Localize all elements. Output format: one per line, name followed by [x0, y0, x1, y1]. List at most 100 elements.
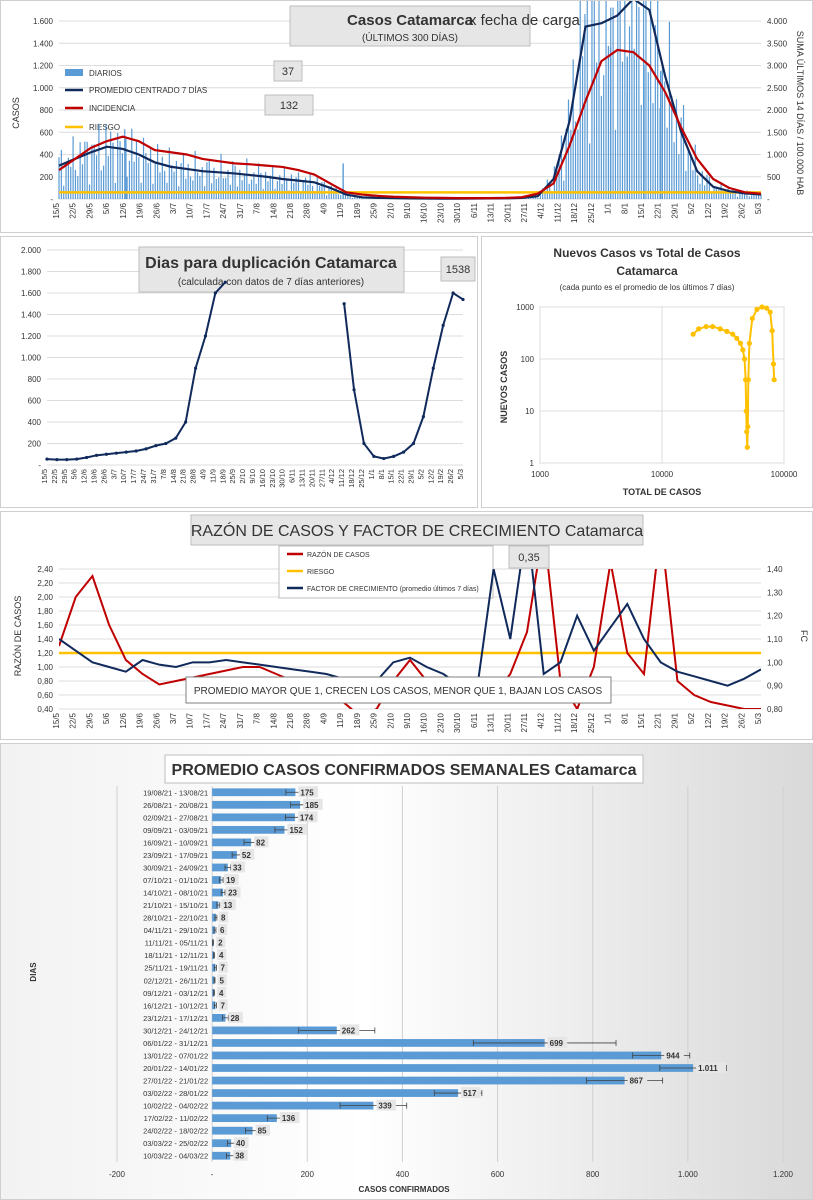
casos-diarios-bar [746, 190, 748, 199]
casos-title-box [289, 5, 531, 47]
razon-ytick: 2,40 [37, 565, 53, 574]
semanales-value: 8 [221, 914, 226, 923]
scatter-point [744, 444, 750, 450]
casos-y2tick: 500 [767, 173, 781, 182]
casos-diarios-bar [539, 193, 541, 199]
dup-xtick: 31/7 [149, 469, 158, 484]
casos-diarios-bar [279, 175, 281, 199]
casos-diarios-bar [633, 48, 635, 199]
semanales-value-bg [217, 986, 227, 998]
casos-diarios-bar [206, 162, 208, 199]
casos-diarios-bar [119, 141, 121, 199]
semanales-xtick: 800 [586, 1170, 600, 1179]
casos-diarios-bar [358, 197, 361, 199]
razon-y2tick: 1,20 [767, 612, 783, 621]
semanales-category: 11/11/21 - 05/11/21 [145, 939, 208, 948]
casos-diarios-bar [140, 182, 142, 199]
semanales-value-bg [218, 961, 228, 973]
dup-xtick: 22/5 [50, 469, 59, 484]
scatter-ytick: 100 [521, 355, 535, 364]
casos-diarios-spike [342, 163, 344, 199]
semanales-category: 30/12/21 - 24/12/21 [143, 1026, 208, 1035]
razon-xtick: 9/10 [403, 712, 412, 728]
semanales-bar [212, 913, 216, 922]
casos-xtick: 30/10 [453, 202, 462, 223]
casos-y2tick: 1.500 [767, 128, 788, 137]
casos-diarios-bar [222, 178, 224, 199]
casos-diarios-bar [95, 155, 98, 199]
semanales-value: 339 [378, 1102, 392, 1111]
casos-diarios-bar [579, 1, 581, 200]
casos-diarios-bar [722, 192, 725, 199]
semanales-category: 10/03/22 - 04/03/22 [143, 1152, 208, 1161]
casos-diarios-bar [175, 160, 177, 199]
dup-ytick: 1.800 [21, 268, 42, 277]
dup-xtick: 13/11 [298, 469, 307, 487]
semanales-value-bg [221, 899, 236, 911]
casos-annotation-2: 132 [280, 100, 298, 112]
casos-ytick: 1.600 [33, 17, 54, 26]
casos-xtick: 15/1 [637, 202, 646, 218]
casos-xtick: 29/5 [85, 202, 94, 218]
casos-diarios-bar [297, 172, 300, 199]
casos-title: Casos Catamarca [347, 12, 474, 29]
semanales-category: 20/01/22 - 14/01/22 [143, 1064, 208, 1073]
casos-diarios-bar [117, 132, 119, 199]
razon-ytick: 1,60 [37, 621, 53, 630]
casos-diarios-bar [138, 156, 140, 199]
semanales-value-bg [217, 974, 227, 986]
dup-xtick: 4/9 [198, 469, 207, 479]
razon-xtick: 15/1 [637, 712, 646, 728]
casos-diarios-bar [154, 163, 156, 199]
semanales-category: 25/11/21 - 19/11/21 [144, 964, 208, 973]
casos-diarios-bar [668, 21, 671, 200]
semanales-category: 02/09/21 - 27/08/21 [143, 813, 208, 822]
casos-diarios-bar [675, 99, 678, 199]
casos-diarios-bar [145, 152, 147, 199]
scatter-point [740, 347, 746, 353]
casos-diarios-bar [748, 196, 750, 199]
casos-diarios-bar [67, 157, 69, 199]
casos-diarios-bar [290, 174, 293, 199]
casos-diarios-bar [347, 193, 349, 199]
semanales-value-bg [664, 1049, 684, 1061]
casos-xtick: 25/9 [370, 202, 379, 218]
semanales-category: 14/10/21 - 08/10/21 [143, 889, 208, 898]
casos-diarios-bar [741, 192, 743, 199]
casos-diarios-bar [60, 149, 62, 199]
casos-diarios-bar [159, 172, 161, 199]
dup-title: Dias para duplicación Catamarca [145, 255, 397, 272]
legend-fc: FACTOR DE CRECIMIENTO (promedio últimos … [307, 586, 479, 593]
semanales-bar [212, 1089, 459, 1097]
dup-line [343, 291, 464, 460]
razon-xtick: 22/5 [69, 712, 78, 728]
semanales-value-bg [298, 786, 318, 798]
scatter-point [690, 331, 696, 337]
semanales-value: 28 [230, 1014, 239, 1023]
casos-diarios-bar [612, 7, 614, 200]
casos-diarios-bar [274, 188, 276, 199]
casos-diarios-bar [77, 176, 79, 199]
casos-diarios-bar [598, 1, 600, 199]
scatter-point [710, 323, 716, 330]
semanales-category: 04/11/21 - 29/10/21 [144, 926, 209, 935]
semanales-bar [212, 963, 216, 972]
casos-y2tick: - [767, 195, 770, 204]
razon-xtick: 13/11 [487, 712, 496, 732]
dup-xtick: 4/12 [327, 469, 336, 484]
casos-xtick: 19/2 [721, 202, 730, 218]
casos-diarios-bar [215, 179, 217, 199]
semanales-xtick: 1.000 [678, 1170, 699, 1179]
casos-diarios-bar [93, 144, 95, 199]
dup-xtick: 23/10 [268, 469, 277, 488]
casos-diarios-spike [660, 71, 662, 199]
casos-diarios-bar [86, 141, 88, 199]
casos-diarios-bar [734, 190, 736, 199]
casos-diarios-bar [192, 180, 194, 199]
semanales-bar [212, 1139, 232, 1148]
casos-diarios-bar [239, 169, 241, 199]
dup-ytick: - [38, 461, 41, 470]
casos-diarios-bar [647, 72, 649, 199]
razon-y2tick: 0,90 [767, 682, 783, 691]
semanales-ylabel: DIAS [29, 962, 38, 982]
